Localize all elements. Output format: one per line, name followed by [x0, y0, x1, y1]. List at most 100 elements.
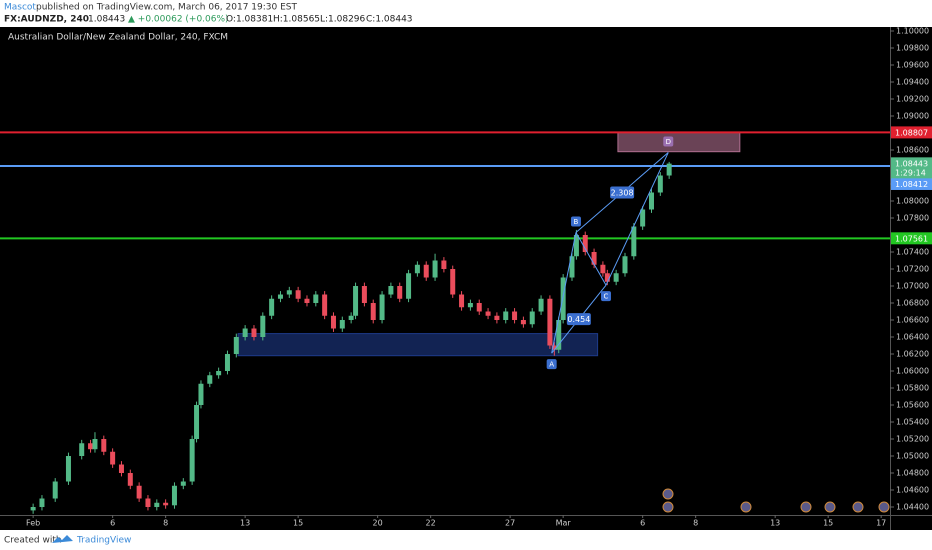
- candle-body: [118, 464, 124, 474]
- candle-body: [397, 286, 403, 299]
- candle-body: [591, 252, 597, 265]
- y-tick-label: 1.05400: [896, 418, 929, 427]
- candle-body: [269, 298, 275, 316]
- published: published on TradingView.com, March 06, …: [36, 3, 297, 13]
- candle-body: [529, 311, 535, 325]
- candle-body: [145, 498, 151, 508]
- candle-body: [657, 175, 663, 193]
- level-label-bg: [891, 232, 932, 245]
- candle-body: [171, 485, 177, 506]
- level-label-bg: [891, 177, 932, 190]
- y-tick-label: 1.07400: [896, 248, 929, 257]
- ratio-label-bg: [610, 186, 635, 199]
- candle-body: [640, 209, 646, 227]
- x-tick-label: 8: [163, 519, 168, 528]
- bar-timer: 1:29:14: [895, 168, 926, 177]
- candle-body: [88, 443, 94, 450]
- candle-body: [101, 439, 107, 452]
- ohlc-open: O:1.08381: [226, 15, 273, 25]
- point-label-bg: [570, 216, 581, 227]
- y-tick-label: 1.06600: [896, 316, 929, 325]
- candle-body: [163, 502, 169, 506]
- y-tick-label: 1.09800: [896, 43, 929, 52]
- y-tick-label: 1.09200: [896, 94, 929, 103]
- candle-body: [260, 315, 266, 338]
- candle-body: [322, 294, 328, 316]
- y-tick-label: 1.09400: [896, 77, 929, 86]
- plot: 1.10000 1.09800 1.09600 1.09400 1.09200 1.090…: [0, 26, 929, 528]
- candle-body: [450, 269, 456, 295]
- point-label-bg: [600, 291, 611, 302]
- x-tick-label: 6: [640, 519, 645, 528]
- candle-body: [242, 328, 248, 338]
- candle-body: [613, 273, 619, 282]
- y-tick-label: 1.05800: [896, 384, 929, 393]
- candle-body: [538, 298, 544, 312]
- change: ▲ +0.00062 (+0.06%): [128, 15, 229, 25]
- author[interactable]: Mascot: [4, 3, 36, 13]
- y-tick-label: 1.09000: [896, 111, 929, 120]
- x-tick-label: 17: [876, 519, 886, 528]
- x-tick-label: 8: [693, 519, 698, 528]
- candle-body: [207, 375, 213, 384]
- candle-body: [666, 163, 672, 176]
- candle-body: [353, 286, 359, 316]
- x-tick-label: 6: [110, 519, 115, 528]
- ratio-label-bg: [566, 313, 591, 326]
- candle-body: [512, 311, 518, 321]
- x-tick-label: 20: [373, 519, 383, 528]
- candle-body: [79, 443, 85, 457]
- zone: [237, 333, 599, 357]
- candle-body: [379, 294, 385, 321]
- candle-body: [224, 354, 230, 372]
- ratio-label: 0.454: [567, 315, 590, 324]
- y-tick-label: 1.07000: [896, 282, 929, 291]
- candle-body: [520, 320, 526, 325]
- y-tick-label: 1.08000: [896, 197, 929, 206]
- candle-body: [127, 473, 133, 486]
- brand-logo: [52, 535, 73, 543]
- y-tick-label: 1.06800: [896, 299, 929, 308]
- candle-body: [251, 328, 257, 338]
- point-label-bg: [663, 136, 674, 147]
- candle-body: [494, 315, 500, 321]
- candle-body: [388, 286, 394, 295]
- candle-body: [551, 345, 557, 350]
- candle-body: [313, 294, 319, 304]
- x-tick-label: Mar: [556, 519, 572, 528]
- candle-body: [136, 485, 142, 499]
- ratio-label: 2.308: [611, 189, 634, 198]
- level-label: 1.08412: [895, 180, 928, 189]
- candle-body: [485, 311, 491, 316]
- candle-body: [295, 290, 301, 299]
- candle-body: [441, 260, 447, 270]
- candle-body: [459, 294, 465, 308]
- y-tick-label: 1.06400: [896, 333, 929, 342]
- candle-body: [92, 439, 98, 450]
- candle-body: [556, 320, 562, 350]
- candle-body: [286, 290, 292, 295]
- candle-body: [65, 456, 71, 482]
- candle-body: [476, 303, 482, 312]
- candle-body: [573, 235, 579, 257]
- candle-body: [423, 264, 429, 278]
- candle-body: [277, 294, 283, 299]
- candle-body: [216, 371, 222, 376]
- y-tick-label: 1.06000: [896, 367, 929, 376]
- candle-body: [648, 192, 654, 210]
- x-tick-label: 15: [823, 519, 833, 528]
- pattern-leg: [605, 152, 669, 286]
- y-tick-label: 1.10000: [896, 26, 929, 35]
- point-label: D: [666, 138, 671, 146]
- level-label: 1.07561: [895, 234, 928, 243]
- y-tick-label: 1.04400: [896, 503, 929, 512]
- ohlc-high: H:1.08565: [273, 15, 320, 25]
- candle-body: [600, 264, 606, 274]
- x-tick-label: 13: [770, 519, 780, 528]
- candle-body: [52, 481, 58, 499]
- level-label: 1.08807: [895, 128, 928, 137]
- candle-body: [604, 273, 610, 282]
- pattern-leg: [551, 232, 577, 354]
- footer-brand[interactable]: TradingView: [76, 536, 131, 546]
